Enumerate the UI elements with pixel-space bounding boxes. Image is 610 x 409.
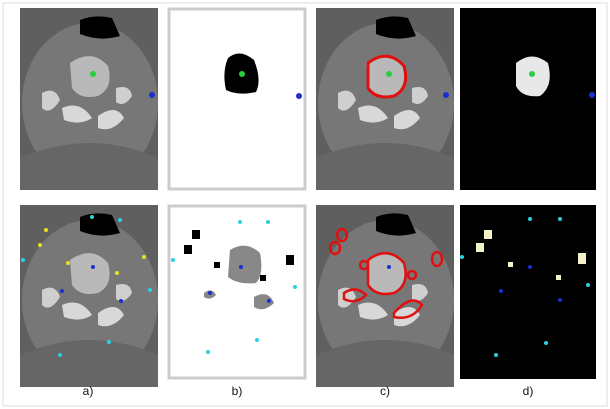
panel-label: a) [83, 384, 94, 398]
panel-a-top [20, 8, 158, 190]
panel-label: c) [380, 384, 390, 398]
panel-c-bottom [316, 205, 454, 387]
panel-a-bottom [20, 205, 158, 387]
panel-d-top [460, 8, 596, 190]
panel-b-bottom [169, 206, 305, 378]
panel-b-top [169, 9, 305, 189]
panel-label: d) [523, 384, 534, 398]
panel-d-bottom [460, 205, 596, 379]
panel-c-top [316, 8, 454, 190]
figure: a) b) c) d) [0, 0, 610, 409]
panel-label: b) [232, 384, 243, 398]
